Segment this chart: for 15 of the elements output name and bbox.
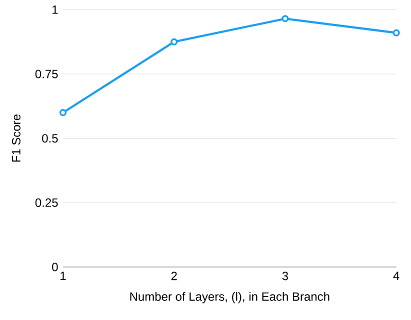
point (170, 38, 178, 46)
x-tick-label: 3 (282, 272, 288, 280)
x-tick-label: 1 (60, 272, 66, 280)
y-tick-label: 0.5 (42, 134, 58, 143)
x-axis-title: Number of Layers, (l), in Each Branch (130, 292, 330, 304)
y-tick-label: 1 (52, 6, 58, 14)
x-tick-label: 2 (171, 272, 177, 280)
y-axis-title: F1 Score (12, 114, 20, 162)
point (392, 29, 400, 36)
point (282, 15, 289, 22)
y-tick-label: 0.75 (35, 70, 58, 78)
point (59, 109, 67, 116)
x-tick-label: 4 (393, 272, 400, 280)
y-tick-label: 0 (52, 262, 58, 272)
y-tick-label: 0.25 (35, 198, 58, 207)
